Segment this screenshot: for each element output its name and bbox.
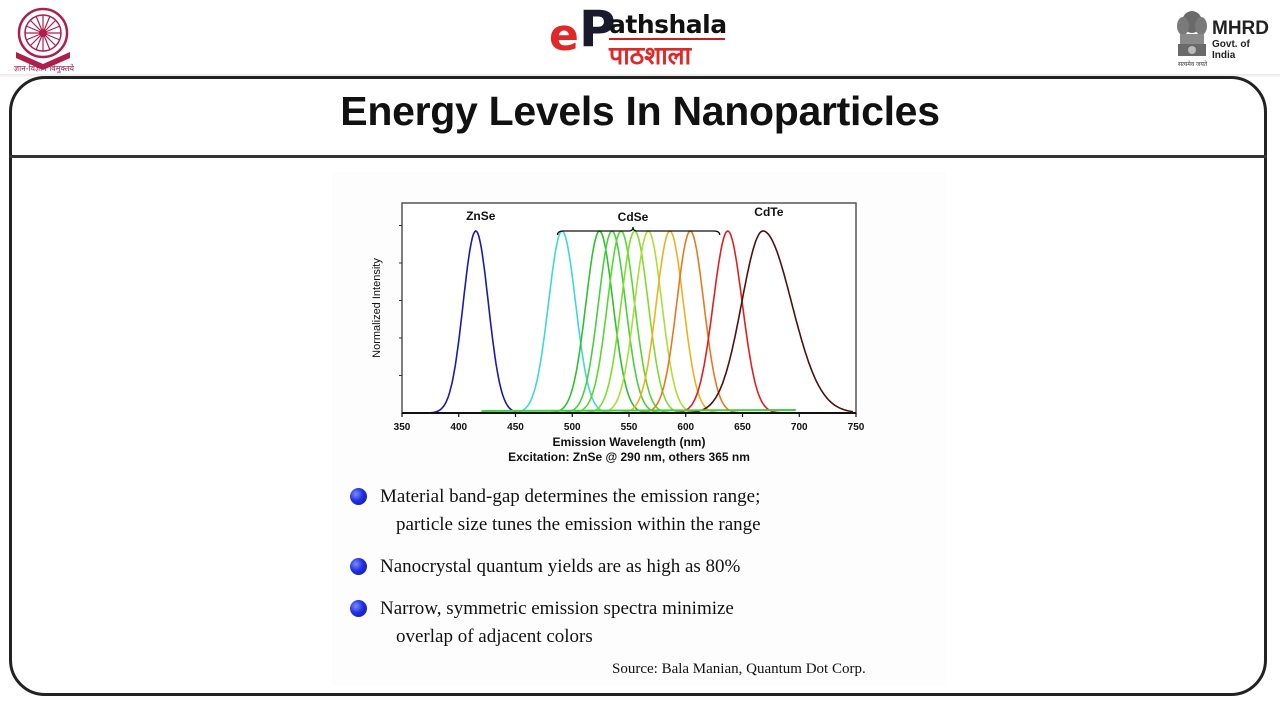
ugc-motto-caption: ज्ञान-विज्ञान विमुक्तये xyxy=(14,64,75,73)
logo-hindi-text: पाठशाला xyxy=(609,41,692,70)
bullet-dot-icon xyxy=(350,558,367,575)
bullet-text: Nanocrystal quantum yields are as high a… xyxy=(380,556,741,577)
mhrd-title: MHRD xyxy=(1212,18,1269,39)
emission-spectra-chart: 350 400 450 500 550 600 650 700 750 Emission Wave… xyxy=(371,202,865,464)
annotation-znse: ZnSe xyxy=(466,209,496,223)
x-tick-label: 700 xyxy=(791,422,808,433)
x-tick-label: 400 xyxy=(450,422,467,433)
mhrd-subtitle: Govt. of India xyxy=(1212,39,1250,61)
bullet-dot-icon xyxy=(350,488,367,505)
annotation-cdte: CdTe xyxy=(754,205,783,219)
x-tick-label: 650 xyxy=(734,422,751,433)
baseline-trace xyxy=(481,409,796,412)
bullet-text-continued: particle size tunes the emission within … xyxy=(396,514,761,535)
ugc-emblem-icon xyxy=(16,7,70,70)
x-tick-label: 350 xyxy=(394,422,411,433)
spectrum-curve xyxy=(425,230,526,414)
header-bar: ज्ञान-विज्ञान विमुक्तये e P athshala पाठ… xyxy=(0,0,1280,76)
logo-latin-text: athshala xyxy=(609,10,727,39)
annotation-cdse: CdSe xyxy=(618,210,649,224)
title-divider xyxy=(9,155,1267,158)
spectrum-curve xyxy=(678,230,854,414)
bullet-item: Narrow, symmetric emission spectra minim… xyxy=(350,595,910,651)
figure-panel: 350 400 450 500 550 600 650 700 750 Emission Wave… xyxy=(332,172,946,686)
x-tick-label: 750 xyxy=(848,422,865,433)
bullet-dot-icon xyxy=(350,600,367,617)
mhrd-motto: सत्यमेव जयते xyxy=(1178,62,1208,68)
source-citation: Source: Bala Manian, Quantum Dot Corp. xyxy=(612,661,866,677)
spectrum-curve xyxy=(669,230,785,414)
x-axis-sublabel: Excitation: ZnSe @ 290 nm, others 365 nm xyxy=(508,450,750,464)
bullet-item: Material band-gap determines the emissio… xyxy=(350,483,910,539)
bullet-item: Nanocrystal quantum yields are as high a… xyxy=(350,553,910,581)
logo-e-glyph: e xyxy=(549,10,579,61)
slide-title: Energy Levels In Nanoparticles xyxy=(340,88,940,134)
epathshala-logo: e P athshala पाठशाला xyxy=(545,0,735,70)
mhrd-logo: MHRD Govt. of India सत्यमेव जयते xyxy=(1174,8,1274,70)
ashoka-emblem-icon xyxy=(1177,11,1207,56)
x-tick-label: 500 xyxy=(564,422,581,433)
logo-underline xyxy=(609,38,725,40)
x-tick-label: 600 xyxy=(677,422,694,433)
bullet-list: Material band-gap determines the emissio… xyxy=(350,483,910,665)
cdse-bracket xyxy=(556,226,721,236)
y-axis-label: Normalized Intensity xyxy=(371,258,383,358)
plot-area xyxy=(401,202,857,414)
x-tick-label: 550 xyxy=(621,422,638,433)
x-tick-label: 450 xyxy=(507,422,524,433)
bullet-text-continued: overlap of adjacent colors xyxy=(396,626,593,647)
bullet-text: Material band-gap determines the emissio… xyxy=(380,486,761,507)
logo-p-glyph: P xyxy=(579,0,616,58)
bullet-text: Narrow, symmetric emission spectra minim… xyxy=(380,598,734,619)
x-axis-label: Emission Wavelength (nm) xyxy=(553,435,706,449)
